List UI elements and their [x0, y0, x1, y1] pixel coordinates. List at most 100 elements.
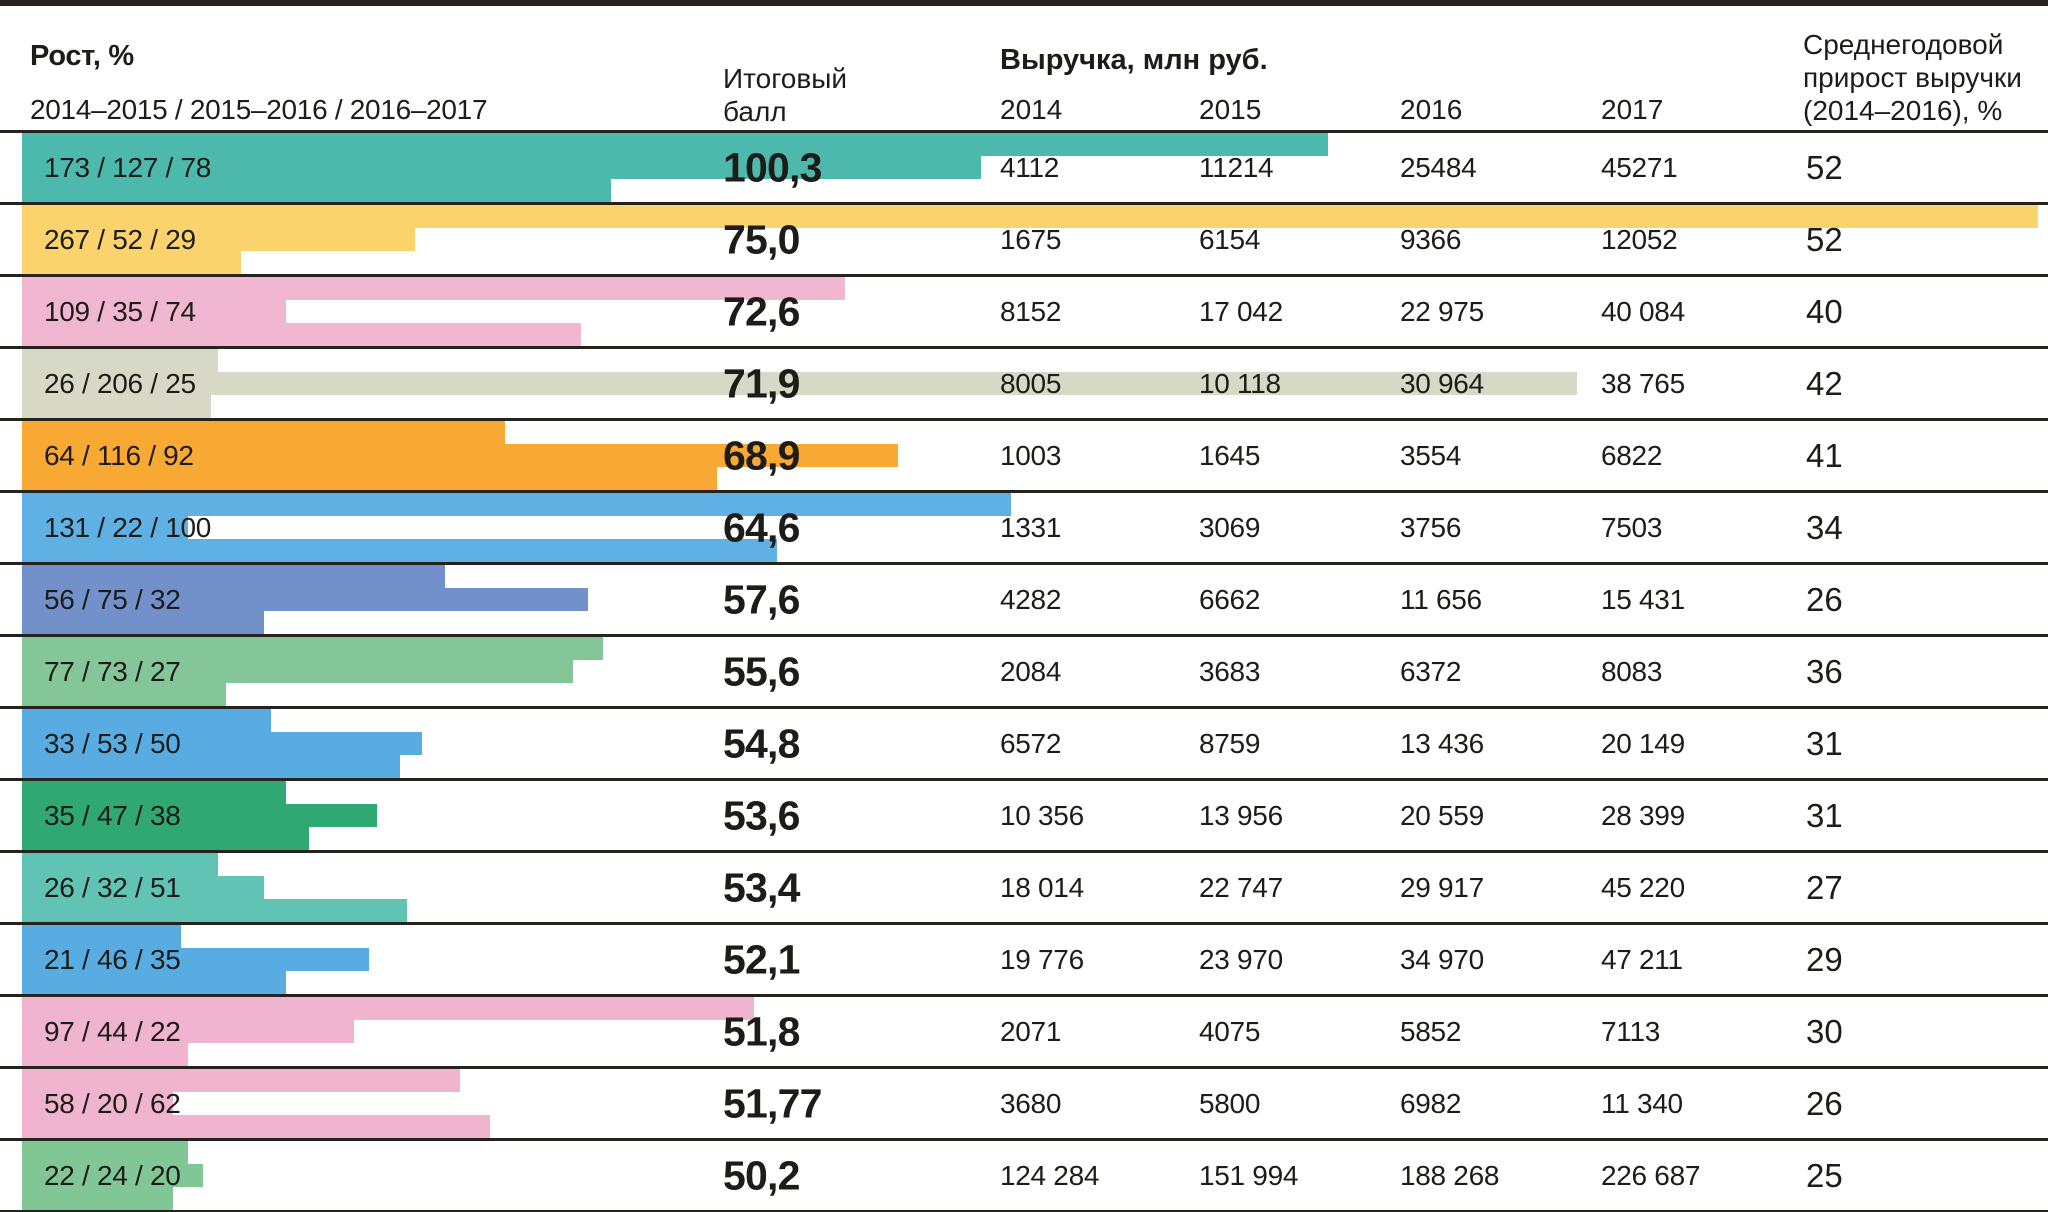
revenue-2017: 6822 — [1601, 439, 1663, 471]
growth-values-label: 131 / 22 / 100 — [44, 511, 212, 543]
growth-bar-2015–2016 — [22, 732, 422, 755]
total-score: 52,1 — [723, 936, 800, 982]
revenue-2016: 5852 — [1400, 1015, 1462, 1047]
avg-annual-growth: 34 — [1806, 508, 1843, 546]
table-row: 56 / 75 / 32 57,6 4282 6662 11 656 15 431 26 — [0, 565, 2048, 637]
revenue-2017: 28 399 — [1601, 799, 1685, 831]
revenue-2016: 3756 — [1400, 511, 1462, 543]
growth-bar-2015–2016 — [22, 228, 415, 251]
revenue-2016: 188 268 — [1400, 1159, 1500, 1191]
growth-bar-2016–2017 — [22, 611, 264, 634]
avg-annual-growth: 41 — [1806, 436, 1843, 474]
growth-values-label: 26 / 206 / 25 — [44, 367, 196, 399]
growth-bar-2016–2017 — [22, 1043, 188, 1066]
revenue-2015: 1645 — [1199, 439, 1261, 471]
total-score: 100,3 — [723, 144, 822, 190]
revenue-2014: 10 356 — [1000, 799, 1084, 831]
total-score: 72,6 — [723, 288, 800, 334]
revenue-2017: 7503 — [1601, 511, 1663, 543]
revenue-2015: 3683 — [1199, 655, 1261, 687]
avg-annual-growth: 27 — [1806, 868, 1843, 906]
revenue-2017: 226 687 — [1601, 1159, 1701, 1191]
growth-values-label: 77 / 73 / 27 — [44, 655, 181, 687]
growth-bar-2016–2017 — [22, 1187, 173, 1210]
table-row: 173 / 127 / 78 100,3 4112 11214 25484 45271 52 — [0, 133, 2048, 205]
revenue-column-title: Выручка, млн руб. — [1000, 44, 1268, 76]
top-border-strip — [0, 0, 2048, 6]
total-score: 64,6 — [723, 504, 800, 550]
revenue-2015: 10 118 — [1199, 367, 1281, 399]
revenue-2014: 1003 — [1000, 439, 1062, 471]
avg-annual-growth: 31 — [1806, 724, 1843, 762]
year-header-2017: 2017 — [1601, 94, 1664, 125]
growth-bar-2014–2015 — [22, 1069, 460, 1092]
growth-bar-2014–2015 — [22, 133, 1328, 156]
growth-bar-2016–2017 — [22, 323, 581, 346]
growth-bar-2016–2017 — [22, 1115, 490, 1138]
growth-bar-2015–2016 — [22, 804, 377, 827]
growth-bar-2015–2016 — [22, 300, 286, 323]
growth-bar-2015–2016 — [22, 1092, 173, 1115]
total-score: 55,6 — [723, 648, 800, 694]
growth-bar-2014–2015 — [22, 349, 218, 372]
total-score: 75,0 — [723, 216, 800, 262]
growth-bar-2014–2015 — [22, 637, 603, 660]
growth-values-label: 22 / 24 / 20 — [44, 1159, 181, 1191]
revenue-2016: 13 436 — [1400, 727, 1484, 759]
revenue-2014: 1675 — [1000, 223, 1062, 255]
revenue-2015: 11214 — [1199, 151, 1274, 183]
year-header-2015: 2015 — [1199, 94, 1262, 125]
table-row: 267 / 52 / 29 75,0 1675 6154 9366 12052 52 — [0, 205, 2048, 277]
growth-column-title: Рост, % — [30, 40, 134, 72]
total-score: 71,9 — [723, 360, 800, 406]
avg-annual-growth: 26 — [1806, 1084, 1843, 1122]
revenue-2015: 6154 — [1199, 223, 1261, 255]
avg-annual-growth: 42 — [1806, 364, 1843, 402]
year-header-2014: 2014 — [1000, 94, 1063, 125]
revenue-2016: 29 917 — [1400, 871, 1484, 903]
table-row: 64 / 116 / 92 68,9 1003 1645 3554 6822 41 — [0, 421, 2048, 493]
revenue-2017: 7113 — [1601, 1015, 1661, 1047]
growth-periods-label: 2014–2015 / 2015–2016 / 2016–2017 — [30, 94, 488, 125]
total-score: 57,6 — [723, 576, 800, 622]
growth-values-label: 58 / 20 / 62 — [44, 1087, 181, 1119]
avg-annual-growth: 36 — [1806, 652, 1843, 690]
revenue-2015: 13 956 — [1199, 799, 1283, 831]
growth-values-label: 35 / 47 / 38 — [44, 799, 181, 831]
revenue-2017: 45 220 — [1601, 871, 1685, 903]
revenue-2014: 4282 — [1000, 583, 1062, 615]
revenue-2015: 6662 — [1199, 583, 1261, 615]
growth-bar-2016–2017 — [22, 395, 211, 418]
avg-annual-growth: 29 — [1806, 940, 1843, 978]
revenue-2015: 17 042 — [1199, 295, 1283, 327]
revenue-2017: 11 340 — [1601, 1087, 1683, 1119]
revenue-2014: 6572 — [1000, 727, 1062, 759]
total-score: 53,6 — [723, 792, 800, 838]
revenue-2016: 22 975 — [1400, 295, 1484, 327]
growth-bar-2014–2015 — [22, 853, 218, 876]
growth-bar-2014–2015 — [22, 781, 286, 804]
growth-bar-2016–2017 — [22, 467, 717, 490]
revenue-2017: 40 084 — [1601, 295, 1685, 327]
growth-bar-2014–2015 — [22, 565, 445, 588]
avg-annual-growth: 40 — [1806, 292, 1843, 330]
growth-bar-2015–2016 — [22, 1020, 354, 1043]
table-row: 26 / 206 / 25 71,9 8005 10 118 30 964 38 765 4… — [0, 349, 2048, 421]
table-body: 173 / 127 / 78 100,3 4112 11214 25484 45271 52… — [0, 130, 2048, 1212]
revenue-2014: 18 014 — [1000, 871, 1084, 903]
growth-bar-2016–2017 — [22, 899, 407, 922]
table-row: 26 / 32 / 51 53,4 18 014 22 747 29 917 45 220… — [0, 853, 2048, 925]
revenue-2014: 1331 — [1000, 511, 1062, 543]
growth-bar-2015–2016 — [22, 372, 1577, 395]
revenue-2017: 15 431 — [1601, 583, 1685, 615]
avg-growth-column-title: Среднегодовой прирост выручки (2014–2016),… — [1803, 29, 2022, 126]
growth-bar-2016–2017 — [22, 251, 241, 274]
growth-bar-2015–2016 — [22, 156, 981, 179]
table-row: 131 / 22 / 100 64,6 1331 3069 3756 7503 34 — [0, 493, 2048, 565]
growth-values-label: 267 / 52 / 29 — [44, 223, 196, 255]
revenue-2016: 25484 — [1400, 151, 1477, 183]
revenue-2016: 3554 — [1400, 439, 1462, 471]
revenue-2016: 30 964 — [1400, 367, 1484, 399]
growth-bar-2015–2016 — [22, 948, 369, 971]
revenue-2014: 4112 — [1000, 151, 1060, 183]
